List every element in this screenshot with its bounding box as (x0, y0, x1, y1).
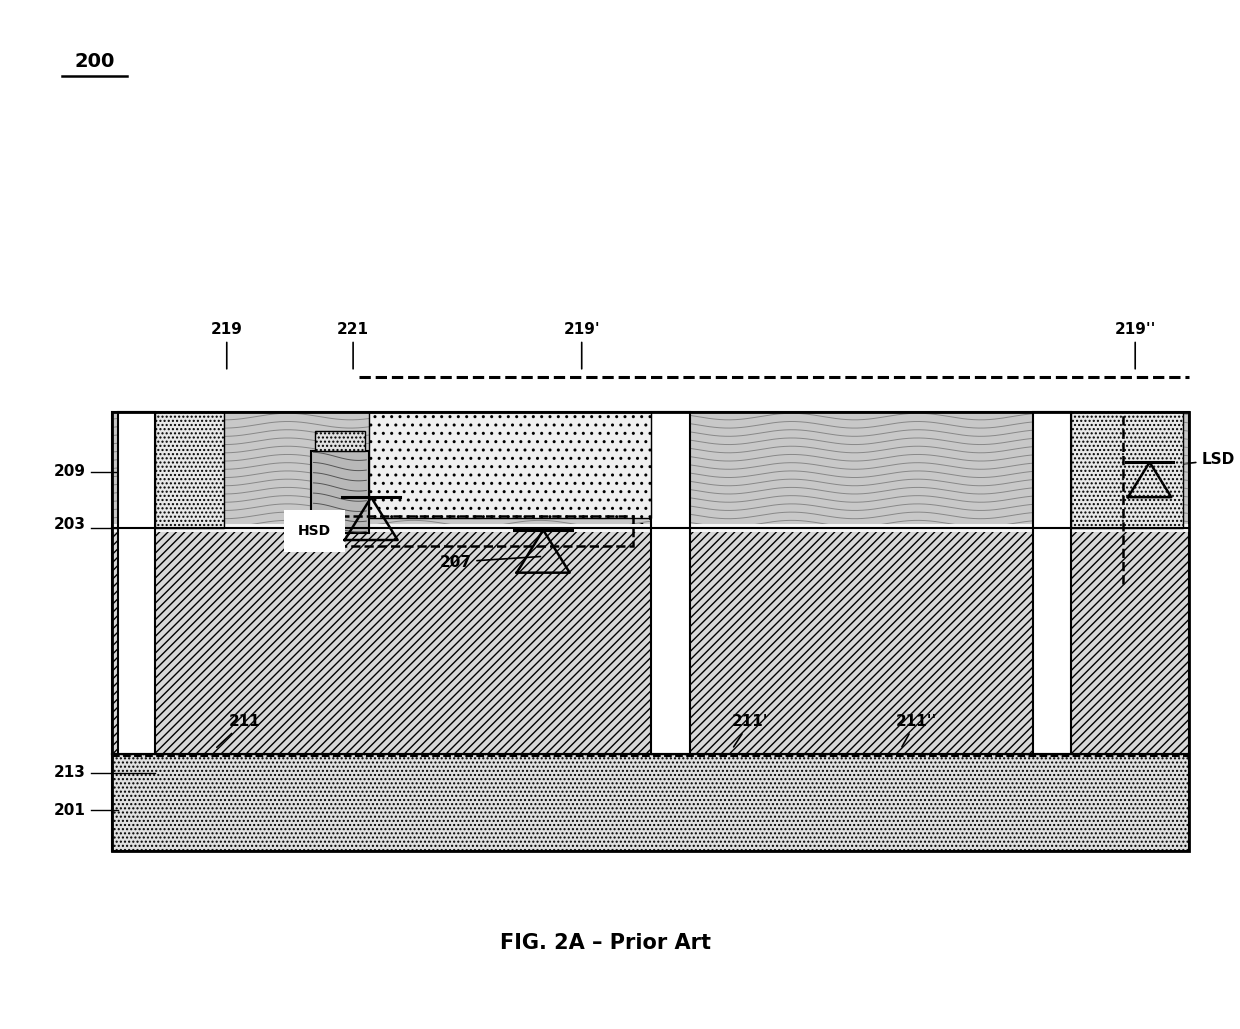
Text: 207: 207 (439, 555, 541, 570)
Bar (315, 431, 365, 452)
Text: 221: 221 (337, 322, 370, 368)
Bar (113, 413, 1189, 528)
Text: 201: 201 (55, 803, 86, 818)
Bar (1071, 413, 1183, 528)
Text: 211'': 211'' (895, 714, 937, 747)
Text: 213: 213 (55, 766, 86, 780)
Bar (113, 754, 1189, 851)
Text: 219: 219 (211, 322, 243, 368)
Text: 200: 200 (74, 51, 114, 71)
Bar (113, 524, 1189, 532)
Bar (113, 413, 1189, 851)
Text: HSD: HSD (298, 524, 331, 538)
Bar (651, 413, 689, 754)
Text: 219'': 219'' (1115, 322, 1156, 368)
Text: 211': 211' (732, 714, 769, 747)
Bar (1033, 413, 1071, 754)
Text: 217: 217 (505, 475, 539, 494)
Bar (311, 516, 634, 546)
Bar (155, 413, 224, 528)
Bar (119, 413, 155, 754)
Text: 205: 205 (629, 507, 680, 530)
Text: LSD: LSD (1127, 453, 1235, 472)
Text: FIG. 2A – Prior Art: FIG. 2A – Prior Art (500, 933, 712, 953)
Bar (311, 452, 368, 533)
Bar (368, 413, 651, 518)
Text: 219': 219' (563, 322, 600, 368)
Text: 209: 209 (55, 464, 86, 480)
Text: 211: 211 (217, 714, 260, 747)
Bar (113, 528, 1189, 754)
Text: 203: 203 (55, 518, 86, 532)
